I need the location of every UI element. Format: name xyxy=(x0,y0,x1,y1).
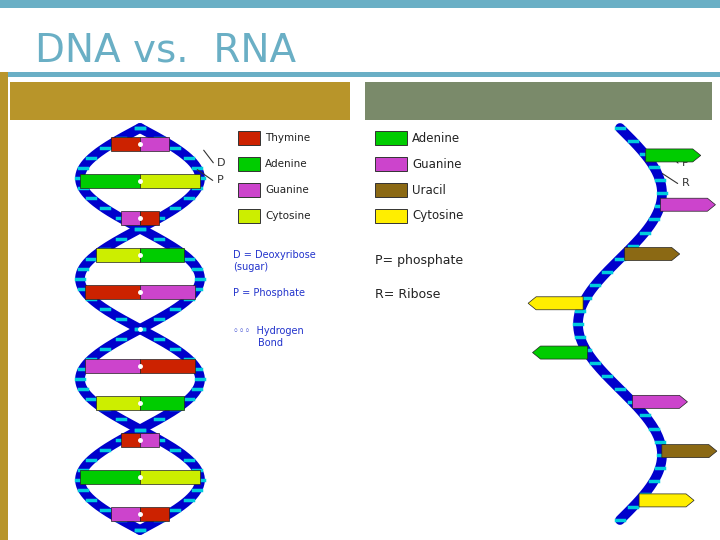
Text: Cytosine: Cytosine xyxy=(265,211,310,221)
Bar xyxy=(96,248,140,262)
FancyArrow shape xyxy=(533,346,588,359)
Bar xyxy=(238,183,260,197)
Bar xyxy=(0,72,720,77)
Bar xyxy=(140,433,159,447)
Bar xyxy=(140,248,184,262)
Bar xyxy=(375,209,407,223)
Text: D: D xyxy=(217,158,225,168)
Bar xyxy=(375,157,407,171)
Text: DNA vs.  RNA: DNA vs. RNA xyxy=(35,31,296,69)
Bar xyxy=(121,433,140,447)
Text: Adenine: Adenine xyxy=(265,159,307,169)
Text: P: P xyxy=(682,158,689,168)
Bar xyxy=(10,82,350,120)
Bar xyxy=(140,359,195,373)
Text: Guanine: Guanine xyxy=(412,158,462,171)
Bar xyxy=(140,137,169,151)
Bar xyxy=(140,396,184,410)
Bar xyxy=(85,359,140,373)
Bar xyxy=(238,131,260,145)
FancyArrow shape xyxy=(632,395,688,408)
Bar xyxy=(96,396,140,410)
Text: Adenine: Adenine xyxy=(412,132,460,145)
Bar xyxy=(111,507,140,521)
Text: Thymine: Thymine xyxy=(265,133,310,143)
Bar xyxy=(238,157,260,171)
FancyArrow shape xyxy=(662,444,717,457)
Text: R= Ribose: R= Ribose xyxy=(375,288,441,301)
Text: Guanine: Guanine xyxy=(265,185,309,195)
Text: P: P xyxy=(217,175,224,185)
Bar xyxy=(375,183,407,197)
Bar xyxy=(140,470,199,484)
Bar xyxy=(80,174,140,188)
Text: P= phosphate: P= phosphate xyxy=(375,254,463,267)
FancyArrow shape xyxy=(528,297,583,310)
Bar xyxy=(238,209,260,223)
Bar xyxy=(0,0,720,8)
Text: Uracil: Uracil xyxy=(412,184,446,197)
Bar xyxy=(375,131,407,145)
Bar xyxy=(111,137,140,151)
Text: P = Phosphate: P = Phosphate xyxy=(233,288,305,298)
FancyArrow shape xyxy=(660,198,716,211)
Text: RNA: RNA xyxy=(378,92,420,110)
Text: DNA: DNA xyxy=(22,92,66,110)
Bar xyxy=(140,211,159,225)
Bar xyxy=(140,507,169,521)
Bar xyxy=(0,72,8,540)
FancyArrow shape xyxy=(639,494,694,507)
Bar xyxy=(365,82,712,120)
Bar xyxy=(85,285,140,299)
Bar xyxy=(140,285,195,299)
Bar xyxy=(140,174,199,188)
Text: R: R xyxy=(682,178,690,188)
Text: ◦◦◦  Hydrogen
        Bond: ◦◦◦ Hydrogen Bond xyxy=(233,326,304,348)
Text: D = Deoxyribose
(sugar): D = Deoxyribose (sugar) xyxy=(233,250,316,272)
FancyArrow shape xyxy=(646,149,701,162)
Text: Cytosine: Cytosine xyxy=(412,210,464,222)
FancyArrow shape xyxy=(625,247,680,260)
Bar xyxy=(121,211,140,225)
Bar xyxy=(80,470,140,484)
